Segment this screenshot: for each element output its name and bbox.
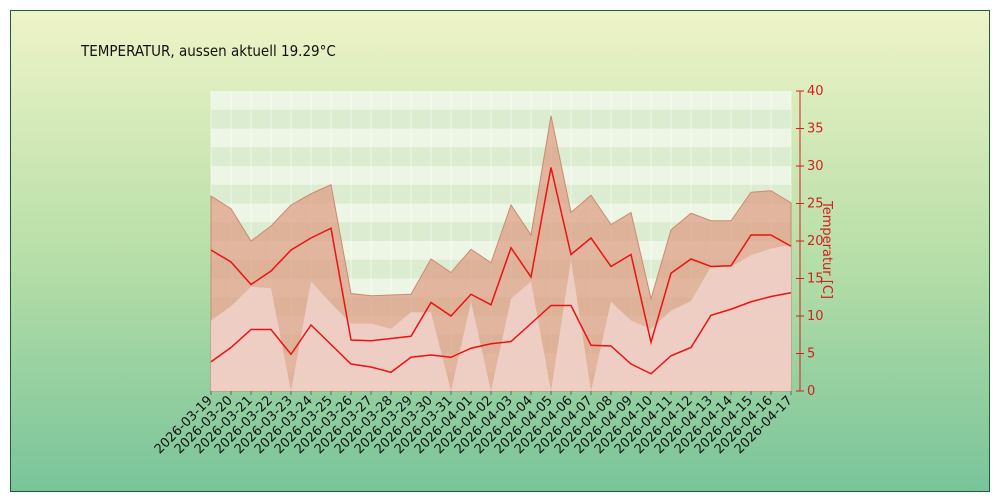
min-range-area (211, 244, 791, 391)
y-tick-label: 40 (807, 84, 824, 99)
grid-band (211, 109, 791, 129)
chart-frame: TEMPERATUR, aussen aktuell 19.29°C 0 5 10 1… (10, 10, 990, 492)
temperature-chart: TEMPERATUR, aussen aktuell 19.29°C 0 5 10 1… (80, 42, 834, 457)
y-tick-label: 0 (807, 384, 815, 399)
max-temperature-line (210, 167, 792, 346)
y-tick-label: 15 (807, 272, 824, 287)
grid-band (211, 91, 791, 110)
min-temperature-line (210, 292, 792, 375)
y-tick-label: 30 (807, 159, 824, 174)
y-tick-label: 35 (807, 122, 824, 137)
grid-band (211, 128, 791, 148)
y-tick-label: 5 (807, 347, 815, 362)
y-axis-label: Temperatur [C] (819, 200, 834, 299)
y-tick-label: 10 (807, 309, 824, 324)
grid-band (211, 203, 791, 223)
y-tick-label: 25 (807, 197, 824, 212)
grid-band (211, 222, 791, 241)
grid-band (211, 147, 791, 166)
y-tick-label: 20 (807, 234, 824, 249)
grid-band (211, 166, 791, 185)
chart-title: TEMPERATUR, aussen aktuell 19.29°C (80, 42, 336, 60)
grid-band (211, 184, 791, 204)
